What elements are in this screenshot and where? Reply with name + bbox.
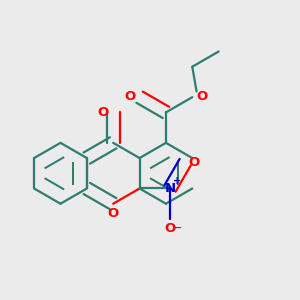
Text: N: N [165,182,176,195]
Text: O: O [98,106,109,119]
Text: O: O [197,90,208,103]
Text: O: O [164,223,175,236]
Text: O: O [124,90,135,103]
Text: −: − [173,223,183,233]
Text: O: O [108,207,119,220]
Text: +: + [173,176,181,186]
Text: O: O [188,156,200,169]
